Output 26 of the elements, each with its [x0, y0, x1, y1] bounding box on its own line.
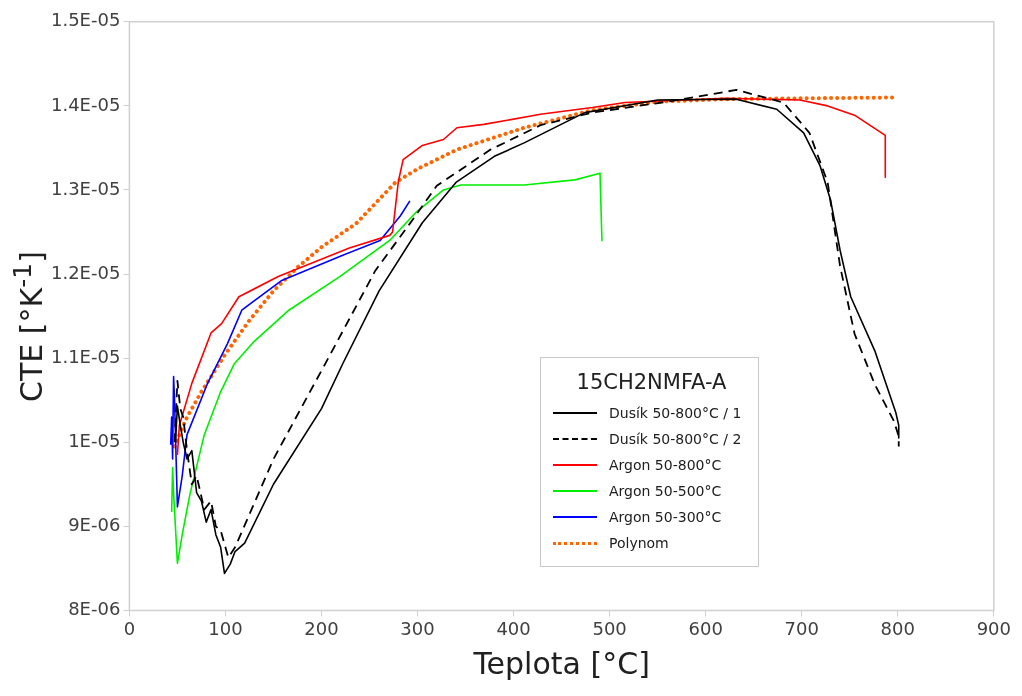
legend-label: Argon 50-800°C — [609, 457, 722, 473]
y-tick-label: 9E-06 — [68, 513, 121, 535]
x-tick-label: 700 — [784, 617, 819, 639]
legend-label: Polynom — [609, 535, 669, 551]
x-tick-label: 100 — [208, 617, 243, 639]
x-tick-label: 300 — [400, 617, 435, 639]
x-axis-title: Teplota [°C] — [472, 645, 650, 681]
y-tick-label: 1.4E-05 — [50, 93, 121, 115]
y-tick-label: 1.5E-05 — [50, 9, 121, 31]
legend-label: Argon 50-500°C — [609, 483, 722, 499]
x-tick-label: 0 — [123, 617, 136, 639]
x-tick-label: 800 — [880, 617, 915, 639]
legend-label: Argon 50-300°C — [609, 509, 722, 525]
y-tick-label: 1E-05 — [68, 429, 121, 451]
y-tick-label: 1.3E-05 — [50, 177, 121, 199]
legend-label: Dusík 50-800°C / 2 — [609, 431, 742, 447]
y-tick-label: 8E-06 — [68, 598, 121, 620]
y-tick-label: 1.1E-05 — [50, 345, 121, 367]
x-tick-label: 900 — [976, 617, 1011, 639]
x-tick-label: 600 — [688, 617, 723, 639]
x-tick-label: 500 — [592, 617, 627, 639]
x-tick-label: 200 — [304, 617, 339, 639]
y-tick-label: 1.2E-05 — [50, 261, 121, 283]
x-tick-label: 400 — [496, 617, 531, 639]
legend-label: Dusík 50-800°C / 1 — [609, 405, 742, 421]
legend-title: 15CH2NMFA-A — [575, 370, 728, 394]
